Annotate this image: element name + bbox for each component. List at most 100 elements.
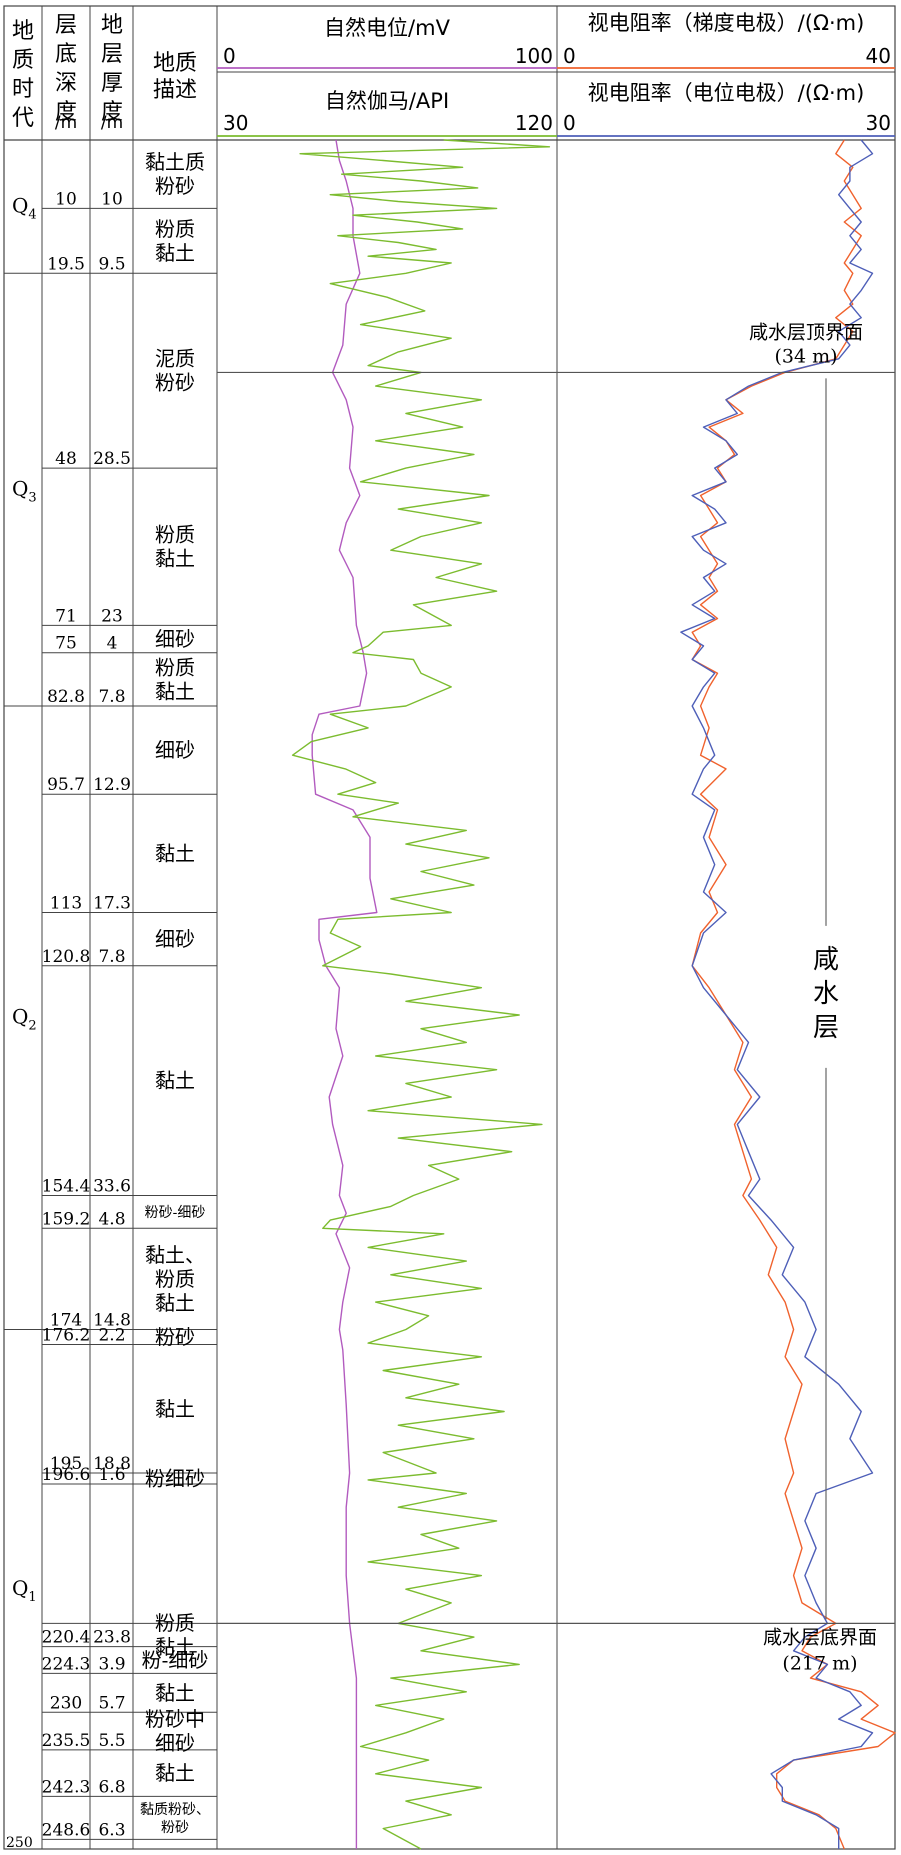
saline-layer-label: 水 — [813, 979, 839, 1009]
layer-desc-1: 黏土 — [155, 241, 195, 265]
log-curves — [291, 139, 896, 1850]
layer-desc-13: 黏土 — [155, 1397, 195, 1421]
layer-thickness-5: 7.8 — [98, 687, 125, 707]
layer-desc-3: 黏土 — [155, 547, 195, 571]
layer-depth-4: 75 — [55, 634, 77, 654]
layer-depth-17: 224.3 — [42, 1654, 91, 1674]
layer-desc-14: 粉细砂 — [145, 1466, 205, 1490]
layer-thickness-11: 14.8 — [93, 1310, 131, 1330]
layer-depth-3: 71 — [55, 606, 77, 626]
age-label-3: Q1 — [12, 1576, 37, 1605]
layer-thickness-2: 28.5 — [93, 449, 131, 469]
layer-desc-16: 粉质 — [155, 1611, 195, 1635]
layer-depth-12: 176.2 — [42, 1326, 91, 1346]
layer-desc-11: 黏土 — [155, 1291, 195, 1315]
col-thickness-title-char: 度 — [101, 100, 123, 125]
layer-depth-21: 248.6 — [42, 1820, 91, 1840]
layer-depth-6: 95.7 — [47, 775, 85, 795]
saline-bottom-label: 咸水层底界面 — [763, 1626, 877, 1648]
layer-thickness-6: 12.9 — [93, 775, 131, 795]
col-desc-title-line2: 描述 — [153, 78, 197, 103]
layer-depth-19: 235.5 — [42, 1731, 91, 1751]
layer-desc-4: 细砂 — [155, 627, 195, 651]
col-depth-title-char: 度 — [55, 100, 77, 125]
layer-depth-8: 120.8 — [42, 947, 91, 967]
col-depth-title-char: 深 — [55, 71, 77, 96]
age-sub: 2 — [28, 1019, 36, 1034]
layer-desc-6: 细砂 — [155, 738, 195, 762]
layer-thickness-7: 17.3 — [93, 893, 131, 913]
saline-bottom-label: (217 m) — [782, 1652, 857, 1674]
layer-depth-7: 113 — [50, 893, 82, 913]
curve-gr — [291, 139, 551, 1850]
age-sub: 1 — [28, 1590, 36, 1605]
layer-desc-20: 黏土 — [155, 1761, 195, 1785]
layer-desc-21: 黏质粉砂、 — [140, 1802, 210, 1818]
layer-thickness-0: 10 — [101, 189, 123, 209]
res-pot-min: 0 — [563, 111, 576, 135]
age-sub: 4 — [28, 208, 36, 223]
col-age-title-char: 时 — [12, 77, 34, 102]
saline-layer-label: 层 — [813, 1013, 839, 1043]
layer-desc-3: 粉质 — [155, 523, 195, 547]
res-pot-scale: 视电阻率（电位电极）/(Ω·m) 0 30 — [557, 81, 895, 137]
layer-desc-8: 细砂 — [155, 927, 195, 951]
layer-desc-17: 粉-细砂 — [142, 1648, 209, 1672]
layer-thickness-18: 5.7 — [98, 1693, 125, 1713]
age-label-0: Q4 — [12, 194, 37, 223]
res-pot-label: 视电阻率（电位电极）/(Ω·m) — [588, 81, 865, 105]
layer-thickness-3: 23 — [101, 606, 123, 626]
col-desc-title-line1: 地质 — [153, 51, 197, 76]
outer-border — [3, 5, 896, 1850]
layer-depth-18: 230 — [50, 1693, 82, 1713]
res-pot-max: 30 — [866, 111, 891, 135]
layer-thickness-9: 33.6 — [93, 1176, 131, 1196]
layer-depth-10: 159.2 — [42, 1209, 91, 1229]
layer-desc-19: 细砂 — [155, 1731, 195, 1755]
layer-desc-7: 黏土 — [155, 841, 195, 865]
saline-top-label: (34 m) — [774, 345, 837, 367]
sp-max: 100 — [515, 44, 553, 68]
log-frame — [3, 5, 896, 1850]
layer-thickness-14: 1.6 — [98, 1465, 125, 1485]
curve-res-grad — [691, 139, 896, 1850]
layer-depth-14: 196.6 — [42, 1465, 91, 1485]
age-label-2: Q2 — [12, 1005, 37, 1034]
layer-thickness-20: 6.8 — [98, 1777, 125, 1797]
layer-thickness-19: 5.5 — [98, 1731, 125, 1751]
res-grad-min: 0 — [563, 44, 576, 68]
layer-desc-0: 粉砂 — [155, 174, 195, 198]
layer-desc-10: 粉砂-细砂 — [145, 1205, 206, 1221]
layer-desc-18: 黏土 — [155, 1681, 195, 1705]
layer-depth-9: 154.4 — [42, 1176, 91, 1196]
layer-depth-1: 19.5 — [47, 254, 85, 274]
layer-depth-11: 174 — [50, 1310, 82, 1330]
saline-top-label: 咸水层顶界面 — [749, 321, 863, 343]
layer-desc-2: 泥质 — [155, 347, 195, 371]
layer-thickness-10: 4.8 — [98, 1209, 125, 1229]
layer-desc-19: 粉砂中 — [145, 1707, 205, 1731]
res-grad-max: 40 — [866, 44, 891, 68]
layer-thickness-1: 9.5 — [98, 254, 125, 274]
layer-desc-16: 黏土 — [155, 1635, 195, 1659]
layer-depth-0: 10 — [55, 189, 77, 209]
layer-desc-2: 粉砂 — [155, 371, 195, 395]
layer-thickness-13: 18.8 — [93, 1454, 131, 1474]
sp-min: 0 — [223, 44, 236, 68]
col-depth-title-char: 底 — [55, 42, 77, 67]
col-thickness-unit: /m — [101, 113, 123, 133]
gr-scale: 自然伽马/API 30 120 — [217, 89, 557, 137]
layer-thickness-8: 7.8 — [98, 947, 125, 967]
col-thickness-title-char: 层 — [101, 42, 123, 67]
res-grad-label: 视电阻率（梯度电极）/(Ω·m) — [588, 11, 865, 35]
layer-desc-0: 黏土质 — [145, 150, 205, 174]
gr-min: 30 — [223, 111, 248, 135]
layer-thickness-16: 23.8 — [93, 1628, 131, 1648]
col-thickness-title-char: 厚 — [101, 71, 123, 96]
depth-end-label: 250 — [6, 1835, 33, 1851]
